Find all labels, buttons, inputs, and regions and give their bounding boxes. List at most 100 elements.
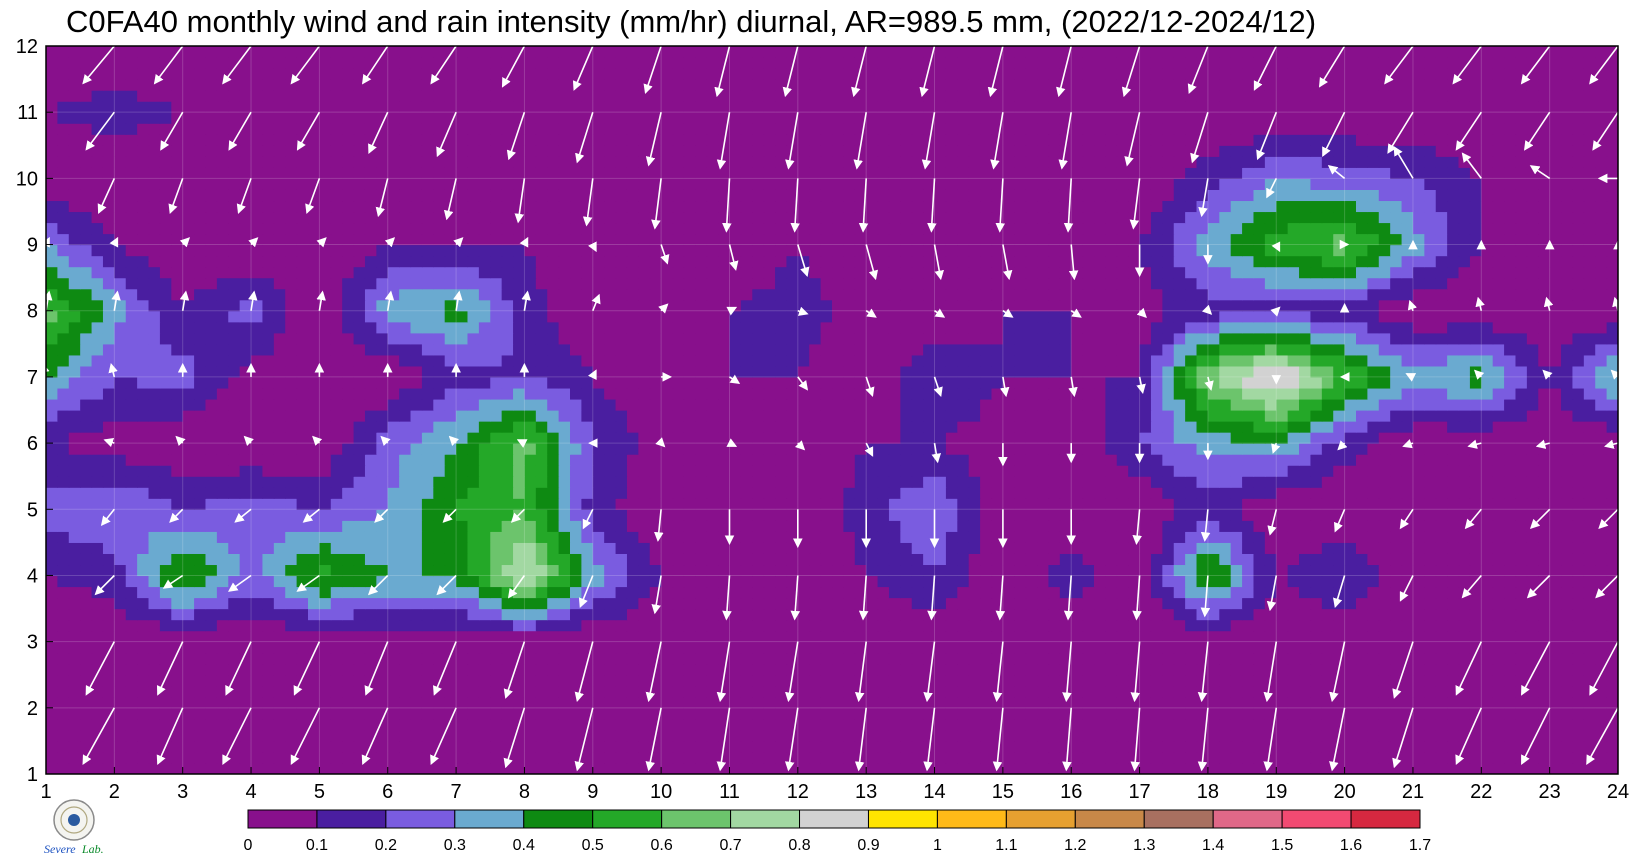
heat-cell [615, 498, 628, 510]
heat-cell [433, 520, 446, 532]
heat-cell [102, 696, 115, 709]
heat-cell [1424, 707, 1437, 720]
heat-cell [410, 751, 423, 764]
heat-cell [991, 553, 1004, 566]
heat-cell [1458, 443, 1471, 455]
heat-cell [1014, 575, 1027, 588]
heat-cell [1435, 751, 1448, 764]
heat-cell [171, 608, 184, 621]
heat-cell [945, 410, 958, 422]
heat-cell [182, 509, 195, 521]
heat-cell [877, 608, 890, 621]
heat-cell [1447, 421, 1460, 433]
heat-cell [832, 696, 844, 709]
heat-cell [843, 487, 856, 499]
heat-cell [148, 487, 161, 499]
heat-cell [752, 641, 765, 654]
heat-cell [342, 718, 355, 731]
heat-cell [980, 707, 993, 720]
heat-cell [399, 476, 412, 488]
heat-cell [456, 421, 469, 433]
heat-cell [638, 575, 651, 588]
heat-cell [1105, 685, 1118, 698]
heat-cell [1105, 564, 1118, 577]
heat-cell [205, 432, 218, 444]
heat-cell [216, 575, 229, 588]
heat-cell [1025, 597, 1038, 610]
heat-cell [1549, 432, 1562, 444]
heat-cell [1356, 663, 1368, 676]
heat-cell [273, 586, 286, 599]
heat-cell [1048, 630, 1061, 643]
heat-cell [524, 465, 537, 477]
heat-cell [1492, 575, 1505, 588]
heat-cell [820, 674, 833, 687]
heat-cell [1059, 652, 1072, 665]
heat-cell [900, 586, 913, 599]
heat-cell [706, 575, 719, 588]
heat-cell [626, 376, 639, 389]
heat-cell [547, 663, 560, 676]
heat-cell [1401, 575, 1414, 588]
heat-cell [1287, 630, 1300, 643]
heat-cell [1310, 630, 1323, 643]
heat-cell [1264, 398, 1277, 411]
heat-cell [1481, 564, 1494, 577]
heat-cell [1595, 553, 1608, 566]
heat-cell [740, 729, 753, 742]
heat-cell [524, 707, 537, 720]
heat-cell [1253, 553, 1266, 566]
heat-cell [1401, 608, 1414, 621]
heat-cell [1116, 443, 1129, 455]
heat-cell [934, 509, 947, 521]
heat-cell [319, 608, 332, 621]
heat-cell [1185, 597, 1198, 610]
heat-cell [626, 740, 639, 753]
heat-cell [296, 608, 309, 621]
heat-cell [900, 542, 913, 554]
heat-cell [843, 586, 856, 599]
heat-cell [57, 443, 70, 455]
heat-cell [1481, 432, 1494, 444]
heat-cell [945, 729, 958, 742]
heat-cell [547, 509, 560, 521]
heat-cell [740, 619, 753, 632]
heat-cell [752, 421, 765, 433]
heat-cell [239, 630, 252, 643]
heat-cell [239, 619, 252, 632]
heat-cell [182, 751, 195, 764]
heat-cell [1538, 707, 1551, 720]
heat-cell [205, 454, 218, 466]
heat-cell [1139, 630, 1152, 643]
heat-cell [649, 619, 662, 632]
heat-cell [1094, 398, 1106, 411]
heat-cell [1321, 575, 1334, 588]
heat-cell [1458, 542, 1471, 554]
heat-cell [46, 608, 58, 621]
heat-cell [729, 685, 742, 698]
heat-cell [285, 443, 298, 455]
heat-cell [1264, 652, 1277, 665]
heat-cell [1014, 729, 1027, 742]
heat-cell [251, 630, 264, 643]
heat-cell [46, 729, 58, 742]
heat-cell [1401, 564, 1414, 577]
heat-cell [1538, 729, 1551, 742]
heat-cell [1116, 387, 1129, 400]
heat-cell [1367, 432, 1380, 444]
heat-cell [68, 575, 81, 588]
heat-cell [421, 553, 434, 566]
heat-cell [683, 520, 696, 532]
heat-cell [1572, 663, 1585, 676]
heat-cell [1219, 729, 1232, 742]
heat-cell [1014, 652, 1027, 665]
heat-cell [376, 410, 389, 422]
heat-cell [387, 762, 400, 774]
heat-cell [820, 685, 833, 698]
heat-cell [1139, 663, 1152, 676]
heat-cell [706, 443, 719, 455]
heat-cell [718, 410, 731, 422]
heat-cell [718, 509, 731, 521]
heat-cell [1572, 410, 1585, 422]
heat-cell [957, 421, 970, 433]
